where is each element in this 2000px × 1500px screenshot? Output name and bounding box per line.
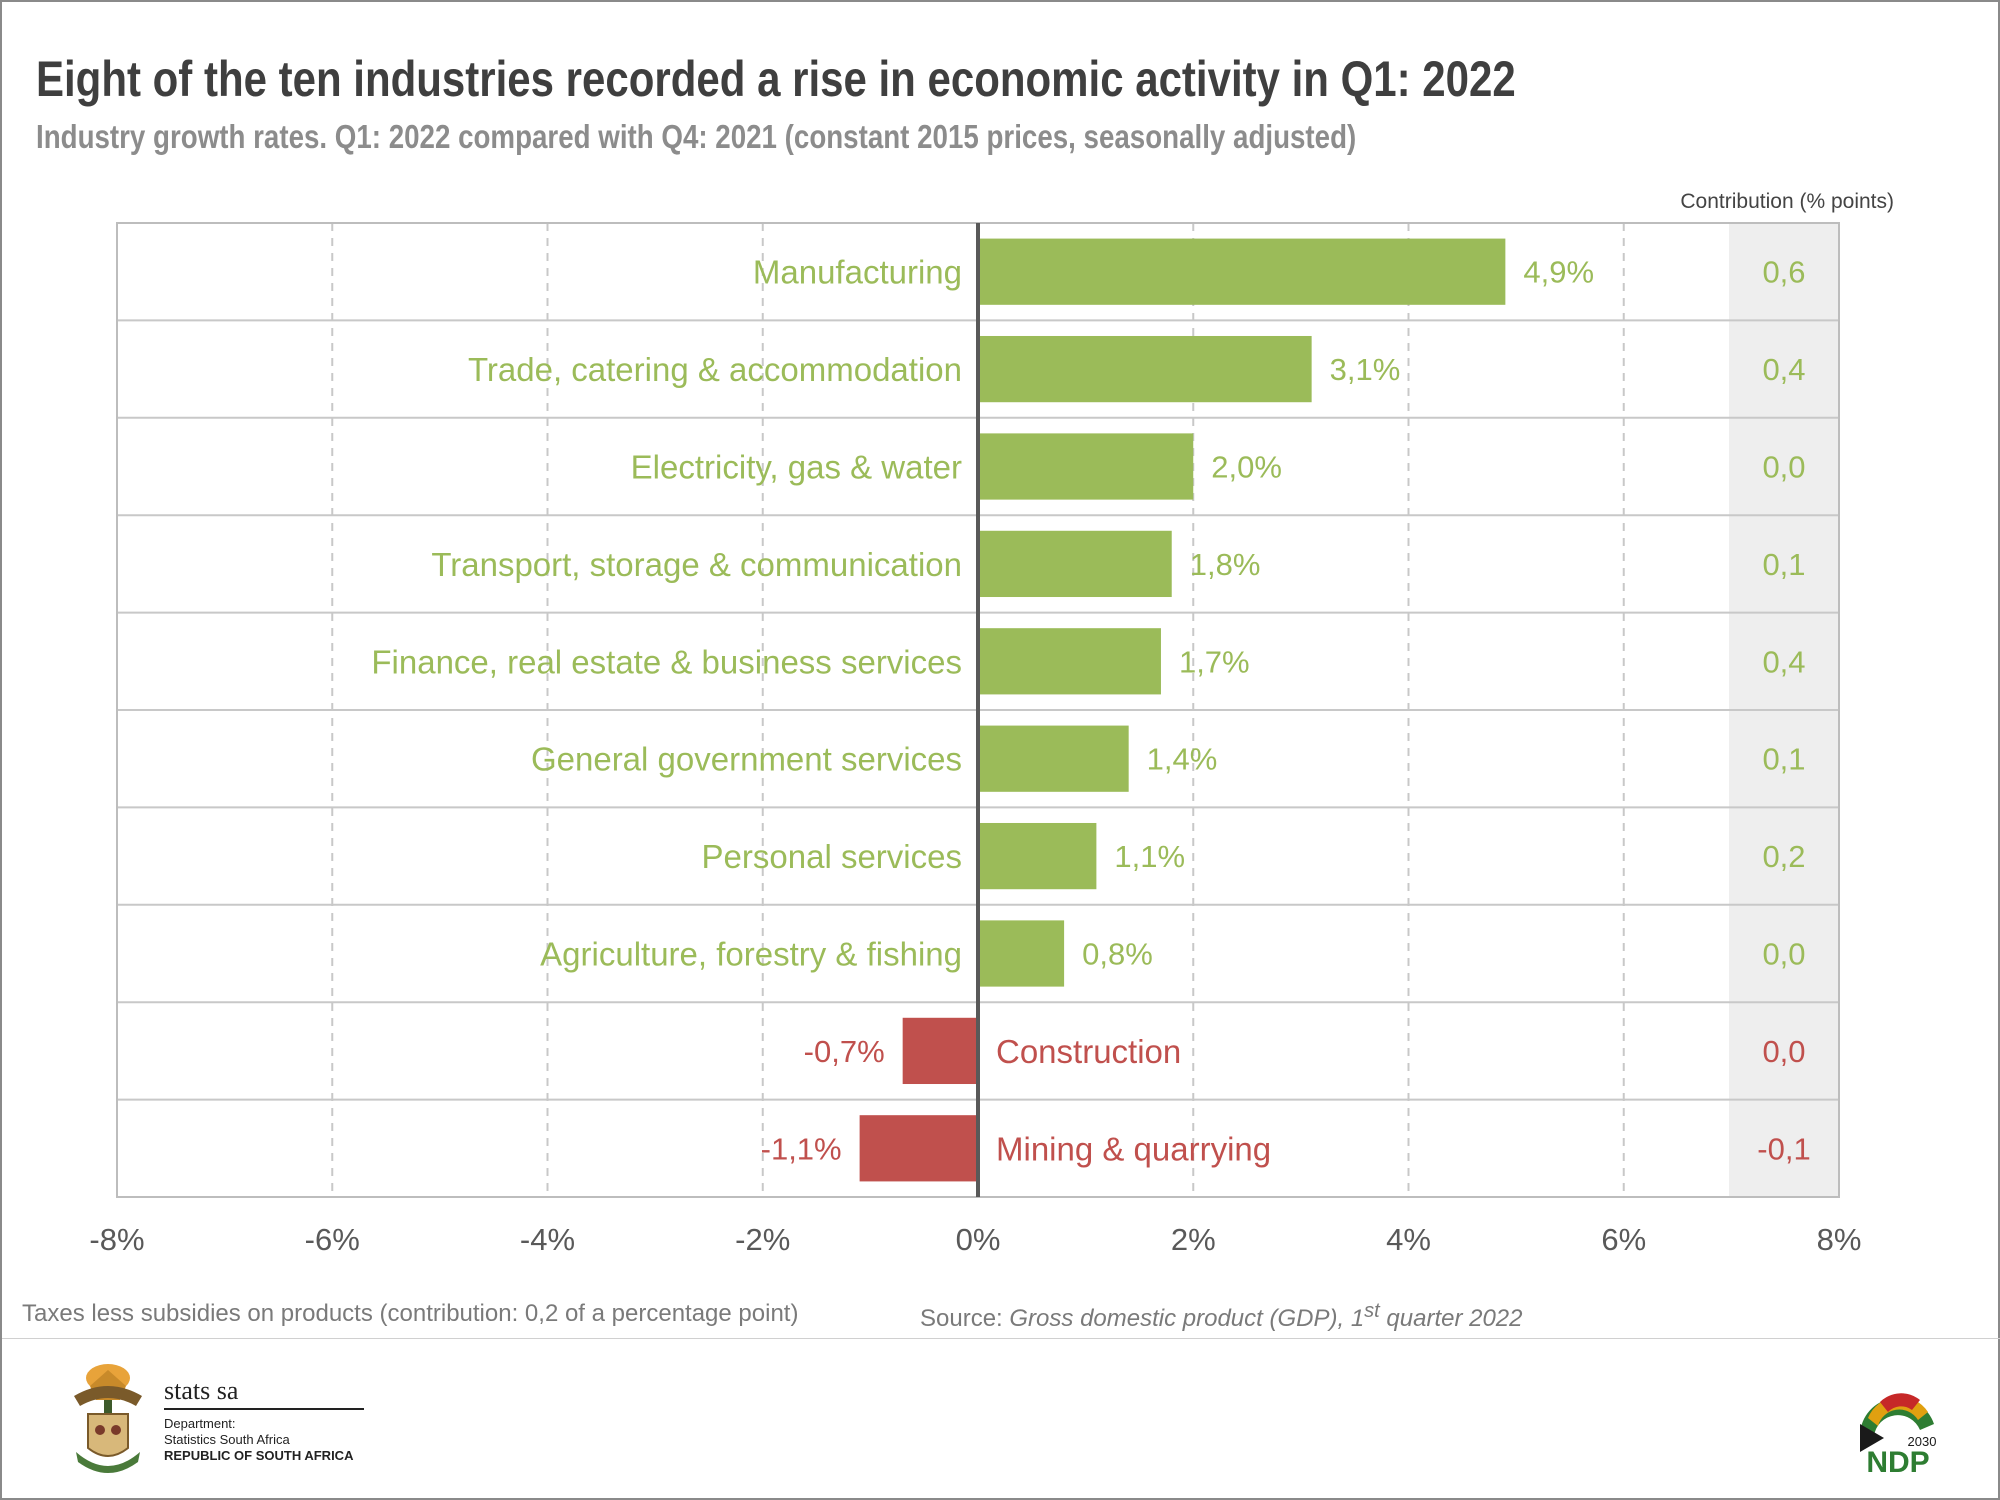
- data-label: 1,8%: [1190, 547, 1261, 582]
- bar: [978, 920, 1065, 987]
- x-tick-label: -8%: [89, 1222, 144, 1257]
- bar: [978, 238, 1506, 305]
- data-label: 1,7%: [1179, 644, 1250, 679]
- contribution-header: Contribution (% points): [1680, 190, 1894, 213]
- data-label: 2,0%: [1211, 450, 1282, 485]
- stats-sa-logo: stats sa Department: Statistics South Af…: [60, 1356, 380, 1486]
- x-tick-label: 2%: [1171, 1222, 1216, 1257]
- category-label: Trade, catering & accommodation: [468, 351, 962, 388]
- brand-underline: [164, 1408, 364, 1410]
- category-label: Agriculture, forestry & fishing: [540, 936, 962, 973]
- contribution-value: 0,1: [1762, 547, 1805, 582]
- category-label: Mining & quarrying: [996, 1130, 1271, 1167]
- ndp-2030-logo: 2030 NDP: [1860, 1393, 1937, 1474]
- contribution-value: -0,1: [1757, 1131, 1810, 1166]
- source-superscript: st: [1364, 1300, 1380, 1322]
- contribution-value: 0,4: [1762, 644, 1805, 679]
- bar-chart: 4,9% Manufacturing 0,6 3,1% Trade, catering …: [89, 190, 1894, 1257]
- data-label: -1,1%: [761, 1131, 842, 1166]
- chart-title: Eight of the ten industries recorded a r…: [36, 51, 1516, 107]
- brand-name: stats sa: [164, 1376, 239, 1405]
- x-tick-label: -2%: [735, 1222, 790, 1257]
- data-label: 3,1%: [1330, 352, 1401, 387]
- bar: [978, 433, 1194, 500]
- footnote: Taxes less subsidies on products (contri…: [22, 1300, 799, 1327]
- data-label: 1,1%: [1114, 839, 1185, 874]
- x-tick-label: -4%: [520, 1222, 575, 1257]
- source-title: Gross domestic product (GDP), 1: [1009, 1305, 1365, 1332]
- x-tick-label: 8%: [1817, 1222, 1862, 1257]
- contribution-value: 0,1: [1762, 742, 1805, 777]
- category-label: Manufacturing: [753, 254, 962, 291]
- category-label: Finance, real estate & business services: [371, 643, 962, 680]
- footer-divider: [2, 1338, 2000, 1339]
- contribution-value: 0,0: [1762, 450, 1805, 485]
- bar: [978, 628, 1161, 695]
- bar: [978, 822, 1097, 890]
- contribution-value: 0,4: [1762, 352, 1805, 387]
- department-line-2: Statistics South Africa: [164, 1432, 290, 1447]
- data-label: 1,4%: [1147, 742, 1218, 777]
- contribution-value: 0,6: [1762, 255, 1805, 290]
- data-label: -0,7%: [804, 1034, 885, 1069]
- bar: [902, 1017, 978, 1085]
- category-label: Electricity, gas & water: [631, 449, 962, 486]
- contribution-value: 0,0: [1762, 1034, 1805, 1069]
- department-line-3: REPUBLIC OF SOUTH AFRICA: [164, 1448, 354, 1463]
- x-tick-label: -6%: [305, 1222, 360, 1257]
- contribution-value: 0,0: [1762, 937, 1805, 972]
- bar: [978, 335, 1312, 403]
- source-suffix: quarter 2022: [1379, 1305, 1523, 1332]
- chart-subtitle: Industry growth rates. Q1: 2022 compared…: [36, 118, 1357, 155]
- x-tick-label: 4%: [1386, 1222, 1431, 1257]
- data-label: 4,9%: [1523, 255, 1594, 290]
- bar: [978, 725, 1129, 792]
- x-tick-label: 0%: [956, 1222, 1001, 1257]
- ndp-text: NDP: [1866, 1446, 1929, 1474]
- x-tick-label: 6%: [1601, 1222, 1646, 1257]
- data-label: 0,8%: [1082, 937, 1153, 972]
- category-label: General government services: [531, 741, 962, 778]
- bar: [978, 530, 1172, 598]
- bar: [859, 1115, 978, 1182]
- coat-of-arms-icon: [74, 1364, 142, 1473]
- source-prefix: Source:: [920, 1305, 1010, 1332]
- department-line-1: Department:: [164, 1416, 236, 1431]
- source-note: Source: Gross domestic product (GDP), 1s…: [920, 1300, 1523, 1333]
- category-label: Construction: [996, 1033, 1181, 1070]
- category-label: Personal services: [702, 838, 962, 875]
- category-label: Transport, storage & communication: [431, 546, 962, 583]
- ndp-year: 2030: [1908, 1434, 1937, 1449]
- contribution-value: 0,2: [1762, 839, 1805, 874]
